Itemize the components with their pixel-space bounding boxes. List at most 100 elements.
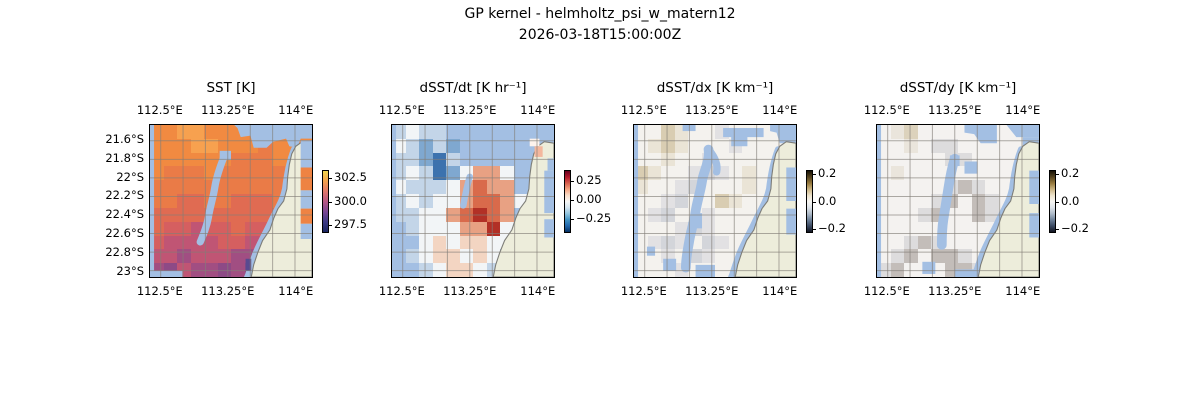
heatmap-cell xyxy=(917,249,931,264)
heatmap-cell xyxy=(931,125,945,139)
cloud-mask xyxy=(770,125,796,144)
heatmap-cell xyxy=(674,180,688,195)
heatmap-cell xyxy=(958,235,972,250)
heatmap-cell xyxy=(190,194,204,208)
x-tick-label-top: 114°E xyxy=(1005,103,1041,117)
heatmap-cell xyxy=(904,249,918,264)
land-polygon xyxy=(735,142,796,277)
heatmap-cell xyxy=(647,180,661,195)
heatmap-cell xyxy=(190,125,204,139)
heatmap-cell xyxy=(890,221,904,236)
cloud-mask xyxy=(1006,125,1039,138)
heatmap-cell xyxy=(958,194,972,208)
x-tick-label-top: 113.25°E xyxy=(685,103,739,117)
x-tick-label-top: 113.25°E xyxy=(443,103,497,117)
heatmap-cell xyxy=(715,180,729,195)
cloud-mask xyxy=(150,270,183,277)
x-tick-label-bottom: 113.25°E xyxy=(443,284,497,298)
map-canvas xyxy=(391,124,555,278)
heatmap-cell xyxy=(917,125,931,139)
heatmap-cell xyxy=(446,180,460,195)
colorbar xyxy=(564,170,571,233)
y-tick-label: 22.2°S xyxy=(105,188,144,203)
y-tick-label: 22.6°S xyxy=(105,225,144,240)
heatmap-cell xyxy=(473,235,487,250)
cloud-mask xyxy=(877,125,882,277)
heatmap-cell xyxy=(647,166,661,181)
heatmap-cell xyxy=(486,249,500,264)
cloud-mask xyxy=(392,125,397,277)
heatmap-cell xyxy=(674,166,688,181)
heatmap-cell xyxy=(647,125,661,139)
heatmap-cell xyxy=(432,180,446,195)
heatmap-cell xyxy=(163,125,177,139)
heatmap-cell xyxy=(917,221,931,236)
heatmap-cell xyxy=(985,166,999,181)
heatmap-cell xyxy=(177,138,191,153)
heatmap-cell xyxy=(405,138,419,153)
heatmap-cell xyxy=(177,180,191,195)
x-tick-label-top: 112.5°E xyxy=(378,103,425,117)
gulf-water-patch xyxy=(544,170,554,214)
colorbar-tick xyxy=(571,219,574,221)
panel-title: dSST/dt [K hr⁻¹] xyxy=(419,80,527,96)
heatmap-cell xyxy=(971,194,985,208)
heatmap-cell xyxy=(742,194,756,208)
heatmap-cell xyxy=(904,263,918,277)
heatmap-cell xyxy=(674,194,688,208)
heatmap-cell xyxy=(163,221,177,236)
colorbar xyxy=(806,170,813,233)
heatmap-cell xyxy=(432,235,446,250)
heatmap-cell xyxy=(446,138,460,153)
heatmap-cell xyxy=(419,249,433,264)
x-tick-label-bottom: 112.5°E xyxy=(620,284,667,298)
heatmap-cell xyxy=(405,125,419,139)
heatmap-cell xyxy=(998,166,1012,181)
heatmap-cell xyxy=(163,249,177,264)
heatmap-cell xyxy=(473,263,487,277)
heatmap-cell xyxy=(647,138,661,153)
land-polygon xyxy=(251,142,312,277)
gulf-water-patch xyxy=(786,208,796,235)
heatmap-cell xyxy=(931,249,945,264)
heatmap-cell xyxy=(190,180,204,195)
heatmap-cell xyxy=(419,166,433,181)
heatmap-cell xyxy=(231,235,245,250)
heatmap-cell xyxy=(661,221,675,236)
panel-title: dSST/dy [K km⁻¹] xyxy=(899,80,1017,96)
heatmap-cell xyxy=(985,180,999,195)
heatmap-cell xyxy=(904,138,918,153)
heatmap-cell xyxy=(244,166,258,181)
x-tick-label-top: 113.25°E xyxy=(928,103,982,117)
heatmap-cell xyxy=(904,221,918,236)
gulf-water-patch xyxy=(1029,213,1039,238)
heatmap-cell xyxy=(755,138,769,153)
heatmap-cell xyxy=(231,166,245,181)
gulf-water-patch xyxy=(534,146,543,157)
heatmap-cell xyxy=(446,263,460,277)
colorbar-tick-label: 0.2 xyxy=(818,165,837,180)
cloud-mask xyxy=(680,144,714,273)
colorbar-tick-label: −0.2 xyxy=(818,221,846,236)
heatmap-cell xyxy=(473,166,487,181)
heatmap-cell xyxy=(446,249,460,264)
heatmap-cell xyxy=(432,138,446,153)
heatmap-cell xyxy=(890,194,904,208)
gulf-water-patch xyxy=(786,167,796,201)
heatmap-cell xyxy=(904,125,918,139)
heatmap-cell xyxy=(755,166,769,181)
heatmap-cell xyxy=(647,221,661,236)
heatmap-cell xyxy=(163,194,177,208)
heatmap-cell xyxy=(432,194,446,208)
heatmap-cell xyxy=(890,263,904,277)
heatmap-cell xyxy=(177,221,191,236)
heatmap-cell xyxy=(500,194,514,208)
gulf-water-patch xyxy=(547,158,554,171)
heatmap-cell xyxy=(405,194,419,208)
cloud-mask xyxy=(936,153,960,250)
heatmap-cell xyxy=(661,166,675,181)
colorbar-tick xyxy=(1056,173,1059,175)
colorbar-tick xyxy=(329,224,332,226)
x-tick-label-bottom: 113.25°E xyxy=(685,284,739,298)
cloud-mask xyxy=(954,269,978,277)
